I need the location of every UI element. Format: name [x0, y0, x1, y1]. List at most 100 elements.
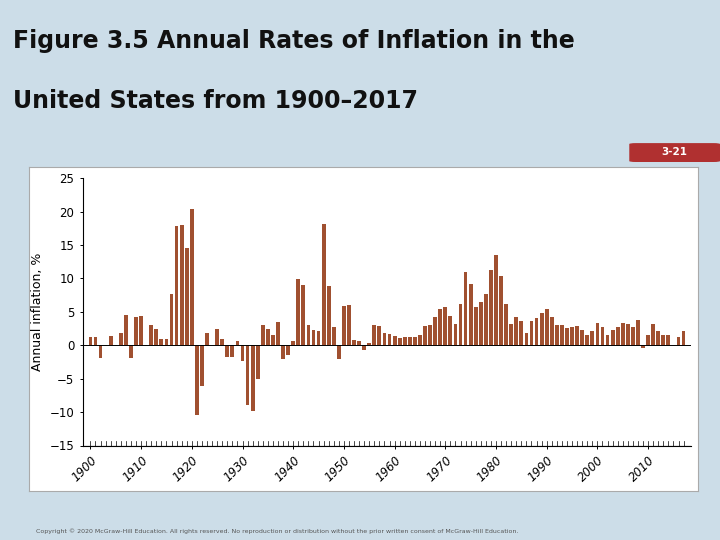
Bar	[392, 336, 397, 345]
Bar	[641, 345, 645, 348]
Bar	[652, 324, 655, 345]
Bar	[459, 304, 462, 345]
Bar	[307, 325, 310, 345]
Bar	[504, 304, 508, 345]
Bar	[600, 327, 604, 345]
Bar	[251, 345, 255, 411]
Bar	[165, 339, 168, 345]
Bar	[357, 341, 361, 345]
Bar	[479, 302, 482, 345]
Bar	[494, 255, 498, 345]
Bar	[261, 325, 265, 345]
Bar	[225, 345, 229, 356]
Bar	[540, 313, 544, 345]
Bar	[575, 326, 579, 345]
Bar	[109, 336, 112, 345]
Bar	[667, 335, 670, 345]
Bar	[403, 338, 407, 345]
Bar	[94, 338, 97, 345]
Bar	[433, 317, 437, 345]
Text: Copyright © 2020 McGraw-Hill Education. All rights reserved. No reproduction or : Copyright © 2020 McGraw-Hill Education. …	[36, 528, 518, 534]
Bar	[474, 307, 477, 345]
Bar	[287, 345, 290, 355]
Bar	[560, 325, 564, 345]
Bar	[119, 333, 122, 345]
Bar	[606, 335, 609, 345]
Bar	[514, 316, 518, 345]
Bar	[134, 316, 138, 345]
Bar	[570, 327, 574, 345]
Bar	[377, 326, 382, 345]
Bar	[585, 335, 589, 345]
Bar	[99, 345, 102, 358]
Bar	[292, 341, 295, 345]
Bar	[595, 322, 599, 345]
Bar	[154, 328, 158, 345]
Bar	[397, 338, 402, 345]
Bar	[367, 342, 371, 345]
Y-axis label: Annual inflation, %: Annual inflation, %	[31, 253, 44, 371]
Bar	[266, 328, 270, 345]
Bar	[519, 321, 523, 345]
Bar	[332, 327, 336, 345]
Bar	[545, 309, 549, 345]
Bar	[408, 338, 412, 345]
Bar	[682, 331, 685, 345]
Bar	[302, 285, 305, 345]
Bar	[185, 248, 189, 345]
Bar	[413, 336, 417, 345]
Bar	[489, 270, 492, 345]
Bar	[190, 209, 194, 345]
Bar	[271, 335, 275, 345]
Bar	[347, 305, 351, 345]
Bar	[205, 333, 209, 345]
Bar	[149, 325, 153, 345]
Text: Figure 3.5 Annual Rates of Inflation in the: Figure 3.5 Annual Rates of Inflation in …	[13, 29, 575, 52]
Bar	[525, 333, 528, 345]
Bar	[423, 326, 427, 345]
Bar	[499, 276, 503, 345]
Bar	[297, 279, 300, 345]
Bar	[621, 322, 625, 345]
Bar	[636, 320, 640, 345]
Bar	[454, 324, 457, 345]
Bar	[387, 334, 392, 345]
FancyBboxPatch shape	[629, 143, 720, 162]
Bar	[611, 330, 614, 345]
Bar	[240, 345, 244, 361]
Bar	[160, 339, 163, 345]
Bar	[322, 224, 325, 345]
Bar	[337, 345, 341, 359]
Bar	[195, 345, 199, 415]
Bar	[312, 330, 315, 345]
Bar	[590, 330, 594, 345]
Bar	[180, 225, 184, 345]
Bar	[530, 321, 534, 345]
Bar	[555, 325, 559, 345]
Bar	[129, 345, 133, 358]
Bar	[509, 324, 513, 345]
Bar	[444, 307, 447, 345]
Bar	[352, 340, 356, 345]
Bar	[449, 316, 452, 345]
Bar	[418, 335, 422, 345]
Bar	[256, 345, 260, 379]
Bar	[170, 294, 174, 345]
Bar	[215, 328, 219, 345]
Bar	[342, 306, 346, 345]
Bar	[647, 335, 650, 345]
Bar	[362, 345, 366, 350]
Bar	[220, 339, 224, 345]
Bar	[372, 325, 377, 345]
Bar	[230, 345, 234, 356]
Bar	[124, 314, 127, 345]
Text: 3-21: 3-21	[662, 147, 688, 157]
Bar	[276, 322, 280, 345]
Bar	[631, 327, 635, 345]
Bar	[626, 324, 630, 345]
Bar	[327, 286, 330, 345]
Bar	[464, 272, 467, 345]
Bar	[382, 333, 387, 345]
Bar	[282, 345, 285, 359]
Bar	[580, 330, 584, 345]
